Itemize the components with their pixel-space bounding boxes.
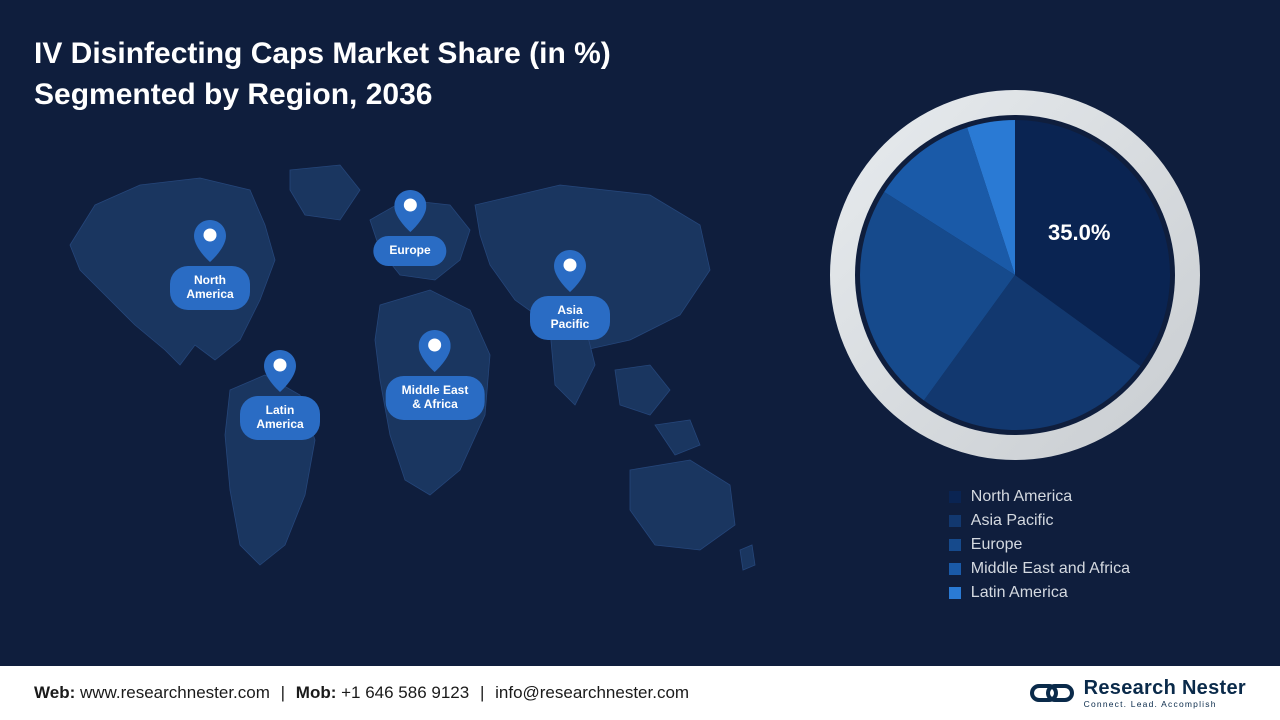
web-label: Web: [34, 683, 75, 702]
pie-value-label: 35.0% [1048, 220, 1110, 246]
pie-legend: North America Asia Pacific Europe Middle Ea… [949, 488, 1130, 602]
mob-value: +1 646 586 9123 [341, 683, 469, 702]
brand-block: Research Nester Connect. Lead. Accomplis… [1030, 678, 1246, 709]
legend-label: Latin America [971, 584, 1068, 602]
pin-marker-icon [264, 350, 296, 392]
footer-contact: Web: www.researchnester.com | Mob: +1 64… [34, 683, 689, 703]
legend-label: Europe [971, 536, 1023, 554]
email-value: info@researchnester.com [495, 683, 689, 702]
pin-marker-icon [554, 250, 586, 292]
pin-marker-icon [419, 330, 451, 372]
legend-swatch [949, 515, 961, 527]
pin-marker-icon [194, 220, 226, 262]
legend-swatch [949, 539, 961, 551]
brand-name: Research Nester [1084, 678, 1246, 698]
map-pin-latin-america: LatinAmerica [240, 350, 320, 440]
pin-label: LatinAmerica [240, 396, 320, 440]
title-line-1: IV Disinfecting Caps Market Share (in %) [34, 34, 611, 75]
chart-title: IV Disinfecting Caps Market Share (in %)… [34, 34, 611, 115]
pin-label: NorthAmerica [170, 266, 250, 310]
map-pin-mea: Middle East& Africa [386, 330, 485, 420]
pin-label: Middle East& Africa [386, 376, 485, 420]
separator-1: | [281, 683, 285, 702]
legend-item: Asia Pacific [949, 512, 1130, 530]
world-map-region: NorthAmerica Europe AsiaPacific LatinAmeric… [40, 150, 760, 580]
footer-bar: Web: www.researchnester.com | Mob: +1 64… [0, 666, 1280, 720]
legend-label: Middle East and Africa [971, 560, 1130, 578]
title-line-2: Segmented by Region, 2036 [34, 75, 611, 116]
separator-2: | [480, 683, 484, 702]
pin-label: Europe [373, 236, 446, 266]
legend-swatch [949, 563, 961, 575]
brand-text: Research Nester Connect. Lead. Accomplis… [1084, 678, 1246, 709]
legend-swatch [949, 491, 961, 503]
map-pin-europe: Europe [373, 190, 446, 266]
pin-marker-icon [394, 190, 426, 232]
mob-label: Mob: [296, 683, 337, 702]
legend-item: Europe [949, 536, 1130, 554]
pin-label: AsiaPacific [530, 296, 610, 340]
pie-chart [860, 120, 1170, 430]
pie-chart-ring: 35.0% [830, 90, 1200, 460]
legend-label: North America [971, 488, 1072, 506]
legend-item: Middle East and Africa [949, 560, 1130, 578]
legend-label: Asia Pacific [971, 512, 1054, 530]
brand-logo-icon [1030, 678, 1074, 708]
brand-tagline: Connect. Lead. Accomplish [1084, 700, 1246, 709]
map-pin-asia-pacific: AsiaPacific [530, 250, 610, 340]
web-value: www.researchnester.com [80, 683, 270, 702]
legend-item: North America [949, 488, 1130, 506]
legend-item: Latin America [949, 584, 1130, 602]
map-pin-north-america: NorthAmerica [170, 220, 250, 310]
legend-swatch [949, 587, 961, 599]
